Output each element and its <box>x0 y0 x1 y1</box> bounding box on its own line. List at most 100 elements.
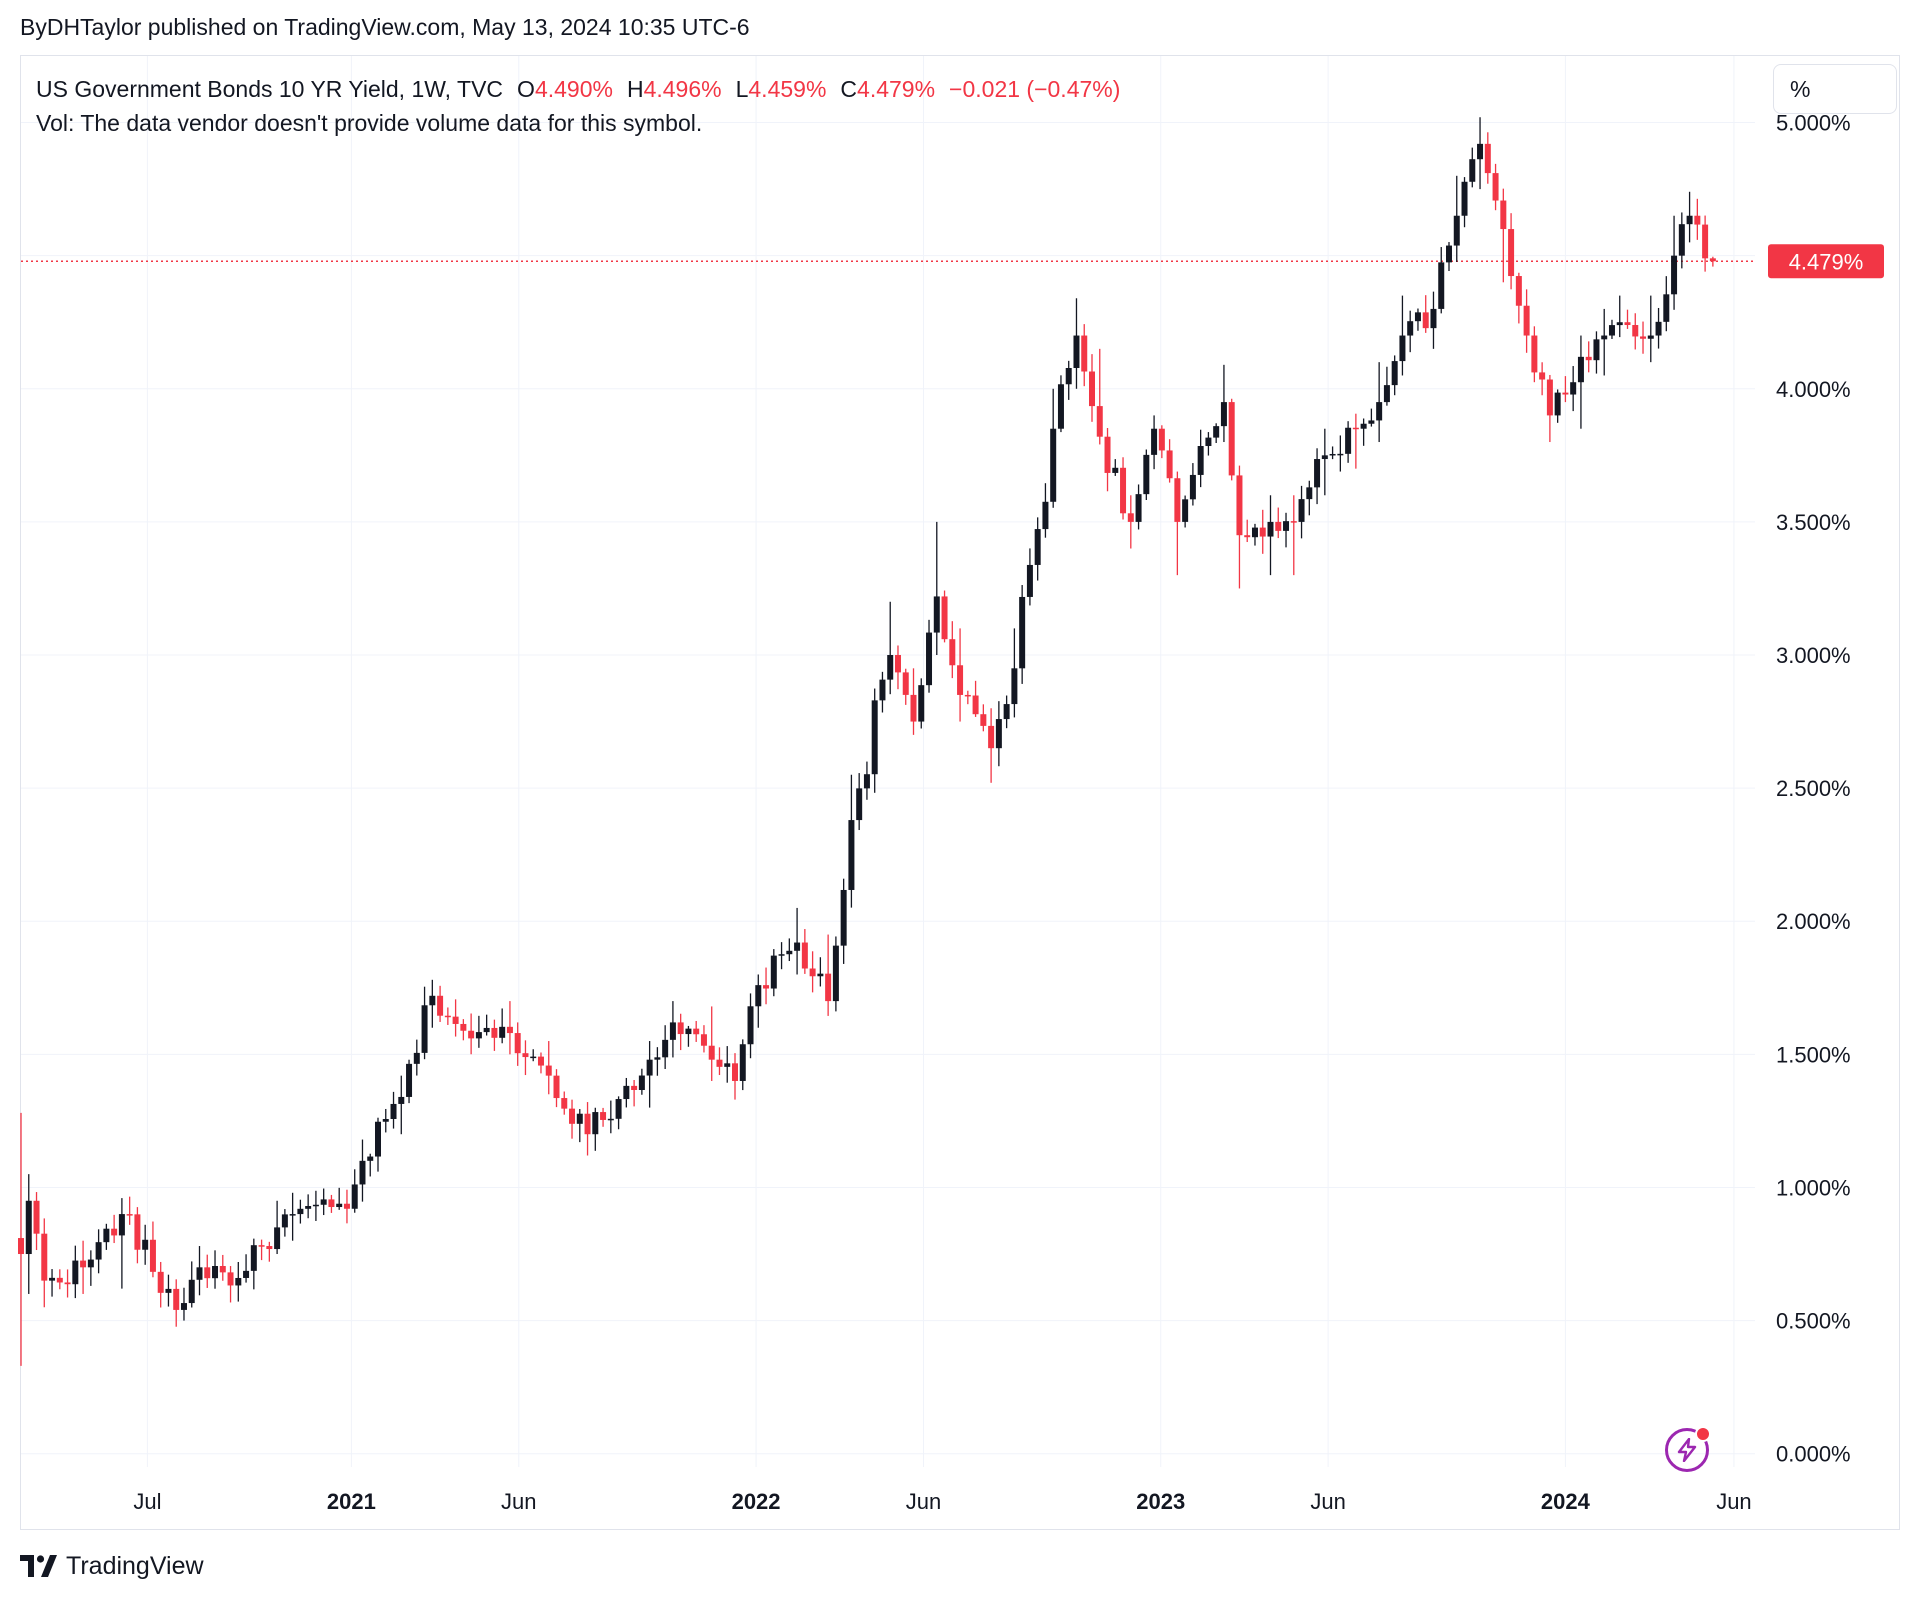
candle-body <box>1205 437 1212 447</box>
candle-body <box>250 1245 257 1271</box>
candle-body <box>320 1199 327 1205</box>
candle-body <box>910 694 917 722</box>
candle-body <box>1275 521 1282 531</box>
y-axis-ticks: 0.000% 0.500% 1.000% 1.500% 2.000% 2.500% 3.00… <box>1776 111 1851 1467</box>
candle-body <box>390 1103 397 1119</box>
candle-body <box>33 1200 40 1234</box>
candle-body <box>212 1266 219 1279</box>
candle-body <box>1220 402 1227 427</box>
candle-body <box>336 1203 343 1208</box>
candle-body <box>468 1030 475 1039</box>
last-price-tag-text: 4.479% <box>1789 249 1864 274</box>
candle-body <box>297 1208 304 1215</box>
bolt-icon[interactable] <box>1665 1426 1711 1472</box>
candle-body <box>1019 596 1026 669</box>
candle-body <box>1158 428 1165 451</box>
candle-body <box>894 655 901 673</box>
candle-body <box>375 1121 381 1157</box>
candle-body <box>763 985 770 989</box>
candle-body <box>491 1027 498 1038</box>
candle-body <box>1352 427 1359 430</box>
x-tick-label: Jun <box>1716 1489 1751 1514</box>
candle-body <box>1500 200 1507 230</box>
candle-body <box>1453 215 1460 246</box>
candle-body <box>382 1118 389 1122</box>
candle-body <box>592 1112 599 1135</box>
legend-low-value: 4.459% <box>748 76 827 102</box>
candle-body <box>786 950 793 955</box>
candle-body <box>1616 322 1623 326</box>
tradingview-logo-icon <box>20 1555 58 1577</box>
candle-body <box>351 1184 358 1209</box>
candle-body <box>1321 455 1328 460</box>
candle-body <box>1577 356 1584 383</box>
tradingview-logo[interactable]: TradingView <box>20 1550 204 1582</box>
candle-body <box>1492 173 1499 201</box>
candle-body <box>506 1026 513 1034</box>
candle-body <box>933 596 940 633</box>
candle-body <box>312 1204 319 1207</box>
candle-body <box>1228 402 1235 476</box>
y-tick-label: 0.500% <box>1776 1309 1851 1334</box>
legend-symbol: US Government Bonds 10 YR Yield, 1W, TVC <box>36 76 504 102</box>
candle-body <box>1050 428 1057 502</box>
candle-body <box>398 1096 405 1104</box>
candle-body <box>825 973 832 1002</box>
candle-body <box>118 1214 125 1236</box>
candle-body <box>755 985 762 1007</box>
candle-body <box>196 1267 203 1280</box>
candle-body <box>134 1214 141 1250</box>
candle-body <box>918 685 925 722</box>
candle-body <box>669 1022 676 1040</box>
candle-body <box>1251 527 1258 538</box>
y-tick-label: 2.500% <box>1776 776 1851 801</box>
candle-body <box>64 1282 71 1285</box>
candle-body <box>1065 368 1072 385</box>
candle-body <box>732 1063 738 1081</box>
candle-body <box>708 1045 715 1060</box>
candle-body <box>367 1156 374 1161</box>
y-tick-label: 0.000% <box>1776 1442 1851 1467</box>
y-tick-label: 1.500% <box>1776 1042 1851 1067</box>
x-tick-label: 2022 <box>732 1489 781 1514</box>
candle-body <box>1290 521 1297 523</box>
candle-body <box>1329 453 1336 456</box>
candle-body <box>848 820 855 890</box>
candle-body <box>1174 478 1181 522</box>
last-price-tag: 4.479% <box>1768 244 1884 279</box>
candle-body <box>631 1085 638 1090</box>
candle-body <box>545 1065 552 1076</box>
candle-body <box>173 1288 180 1310</box>
candle-body <box>1135 494 1142 522</box>
candle-body <box>817 973 824 977</box>
candle-body <box>1546 379 1553 416</box>
candle-body <box>1593 339 1600 361</box>
candle-body <box>1127 513 1134 522</box>
candle-body <box>1089 371 1095 407</box>
y-tick-label: 2.000% <box>1776 909 1851 934</box>
candle-body <box>1671 255 1678 295</box>
candle-body <box>1383 385 1390 403</box>
candle-body <box>949 639 956 666</box>
candle-body <box>607 1118 614 1121</box>
candle-body <box>483 1027 490 1033</box>
legend-close-label: C <box>840 76 858 102</box>
candle-body <box>724 1063 731 1067</box>
grid-lines <box>21 56 1755 1467</box>
candle-body <box>1244 535 1251 538</box>
candle-body <box>801 942 808 969</box>
price-scale-unit-button[interactable]: % <box>1773 64 1897 114</box>
candle-body <box>840 889 847 946</box>
candle-body <box>1112 467 1119 473</box>
candle-body <box>1360 423 1367 429</box>
candle-body <box>87 1259 94 1268</box>
candle-body <box>988 725 995 749</box>
candle-body <box>1461 181 1468 216</box>
candle-body <box>1709 258 1716 262</box>
candle-body <box>941 596 948 640</box>
candle-body <box>569 1108 576 1124</box>
candle-body <box>1003 704 1010 720</box>
x-tick-label: 2024 <box>1541 1489 1591 1514</box>
y-tick-label: 4.000% <box>1776 377 1851 402</box>
